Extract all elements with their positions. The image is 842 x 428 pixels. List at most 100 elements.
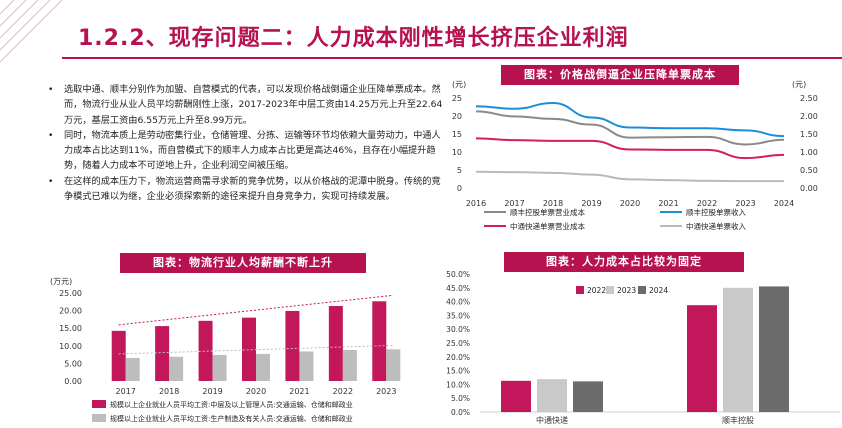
bar xyxy=(155,326,170,381)
y-right-unit: (元) xyxy=(792,80,806,89)
legend-label: 2022 xyxy=(587,286,606,295)
x-tick-label: 2022 xyxy=(697,199,717,208)
y-tick-label: 20.00 xyxy=(59,307,82,316)
y-right-tick-label: 0.00 xyxy=(800,184,818,193)
y-left-tick-label: 25 xyxy=(452,94,462,103)
bar xyxy=(125,357,140,381)
x-tick-label: 2019 xyxy=(202,387,222,396)
y-tick-label: 5.00 xyxy=(64,359,82,368)
y-right-tick-label: 2.00 xyxy=(800,112,818,121)
y-tick-label: 20.0% xyxy=(446,353,470,362)
labor-cost-ratio-bar-chart: 0.0% 5.0% 10.0% 15.0% 20.0% 25.0% 30.0% 35.0% 40… xyxy=(446,270,840,425)
bullet-item: • 选取中通、顺丰分别作为加盟、自营模式的代表，可以发现价格战倒逼企业压降单票成本… xyxy=(44,82,444,128)
y-left-tick-label: 20 xyxy=(452,112,462,121)
bar xyxy=(242,317,256,381)
bar xyxy=(759,286,789,412)
y-right-tick-label: 2.50 xyxy=(800,94,818,103)
bar xyxy=(537,379,567,412)
bar xyxy=(687,305,717,412)
chart1-title: 图表：价格战倒逼企业压降单票成本 xyxy=(501,65,739,85)
x-tick-label: 2023 xyxy=(376,387,396,396)
legend-label: 规模以上企业就业人员平均工资:中层及以上管理人员:交通运输、仓储和邮政业 xyxy=(110,400,353,409)
bullet-text: 在这样的成本压力下，物流运营商需寻求新的竞争优势，以从价格战的泥潭中脱身。传统的… xyxy=(64,175,441,203)
x-tick-label: 2018 xyxy=(543,199,563,208)
y-left-unit: (元) xyxy=(452,80,466,89)
legend-label: 顺丰控股单票营业成本 xyxy=(510,207,585,217)
bar xyxy=(285,310,300,381)
bar xyxy=(256,353,270,381)
x-tick-label: 2023 xyxy=(735,199,755,208)
x-tick-label: 2021 xyxy=(289,387,309,396)
y-tick-label: 10.0% xyxy=(446,380,470,389)
y-tick-label: 25.0% xyxy=(446,339,470,348)
y-left-tick-label: 5 xyxy=(457,166,462,175)
legend-swatch xyxy=(92,400,106,408)
bullet-marker: • xyxy=(48,84,54,95)
x-tick-label: 2017 xyxy=(116,387,136,396)
series-line xyxy=(475,102,785,138)
x-tick-label: 2021 xyxy=(658,199,678,208)
bullet-marker: • xyxy=(48,129,54,141)
y-left-tick-label: 15 xyxy=(452,130,462,139)
y-left-tick-label: 10 xyxy=(452,148,462,157)
legend-swatch xyxy=(576,286,584,294)
bar xyxy=(573,381,603,412)
bullet-item: • 在这样的成本压力下，物流运营商需寻求新的竞争优势，以从价格战的泥潭中脱身。传统… xyxy=(44,174,444,205)
legend-label: 顺丰控股单票收入 xyxy=(686,207,746,217)
bar xyxy=(198,320,213,381)
y-tick-label: 10.00 xyxy=(59,342,82,351)
trend-line xyxy=(118,344,394,355)
bar xyxy=(342,350,357,381)
bullet-text: 同时，物流本质上是劳动密集行业，仓储管理、分拣、运输等环节均依赖大量劳动力，中通… xyxy=(64,129,441,172)
legend-swatch xyxy=(606,286,614,294)
bar xyxy=(328,306,343,381)
x-tick-label: 2024 xyxy=(774,199,794,208)
bar xyxy=(501,380,531,412)
y-tick-label: 50.0% xyxy=(446,270,470,279)
chart2-title: 图表：物流行业人均薪酬不断上升 xyxy=(120,253,366,273)
y-tick-label: 35.0% xyxy=(446,311,470,320)
corner-decoration xyxy=(0,0,63,63)
x-tick-label: 2019 xyxy=(581,199,601,208)
x-tick-label: 中通快递 xyxy=(536,415,568,425)
y-unit: (万元) xyxy=(50,277,72,286)
x-tick-label: 2020 xyxy=(620,199,640,208)
legend-label: 中通快递单票收入 xyxy=(686,221,746,231)
y-tick-label: 30.0% xyxy=(446,325,470,334)
y-right-tick-label: 0.50 xyxy=(800,166,818,175)
bar xyxy=(299,351,314,381)
page-title: 1.2.2、现存问题二：人力成本刚性增长挤压企业利润 xyxy=(78,26,629,51)
x-tick-label: 顺丰控股 xyxy=(722,415,754,425)
legend-label: 规模以上企业就业人员平均工资:生产制造及有关人员:交通运输、仓储和邮政业 xyxy=(110,414,353,423)
title-underline xyxy=(62,57,842,59)
bar xyxy=(169,356,184,381)
bullet-item: • 同时，物流本质上是劳动密集行业，仓储管理、分拣、运输等环节均依赖大量劳动力，中… xyxy=(44,128,444,174)
y-tick-label: 40.0% xyxy=(446,298,470,307)
legend-label: 中通快递单票营业成本 xyxy=(510,221,585,231)
x-tick-label: 2022 xyxy=(333,387,353,396)
y-tick-label: 5.0% xyxy=(451,394,470,403)
bar xyxy=(372,301,387,381)
bar xyxy=(723,287,753,412)
salary-bar-chart: (万元) 0.00 5.00 10.00 15.00 20.00 25.00 2017 2018… xyxy=(50,277,401,423)
x-tick-label: 2020 xyxy=(246,387,266,396)
y-tick-label: 15.00 xyxy=(59,324,82,333)
y-tick-label: 0.00 xyxy=(64,377,82,386)
x-tick-label: 2018 xyxy=(159,387,179,396)
y-tick-label: 25.00 xyxy=(59,289,82,298)
series-line xyxy=(475,137,785,160)
legend-swatch xyxy=(638,286,646,294)
unit-cost-line-chart: (元) (元) 0 5 10 15 20 25 0.00 0.50 1.00 1.50 2.00 2.50… xyxy=(452,80,818,231)
series-line xyxy=(475,170,784,183)
legend-label: 2024 xyxy=(649,286,668,295)
legend-label: 2023 xyxy=(617,286,636,295)
y-right-tick-label: 1.00 xyxy=(800,148,818,157)
y-right-tick-label: 1.50 xyxy=(800,130,818,139)
bullet-marker: • xyxy=(48,175,54,187)
chart3-title: 图表：人力成本占比较为固定 xyxy=(504,252,744,272)
bar xyxy=(386,349,401,381)
bullet-text: 选取中通、顺丰分别作为加盟、自营模式的代表，可以发现价格战倒逼企业压降单票成本。… xyxy=(64,84,443,126)
y-left-tick-label: 0 xyxy=(457,184,462,193)
legend-swatch xyxy=(92,414,106,422)
bullet-list: • 选取中通、顺丰分别作为加盟、自营模式的代表，可以发现价格战倒逼企业压降单票成本… xyxy=(44,82,444,204)
